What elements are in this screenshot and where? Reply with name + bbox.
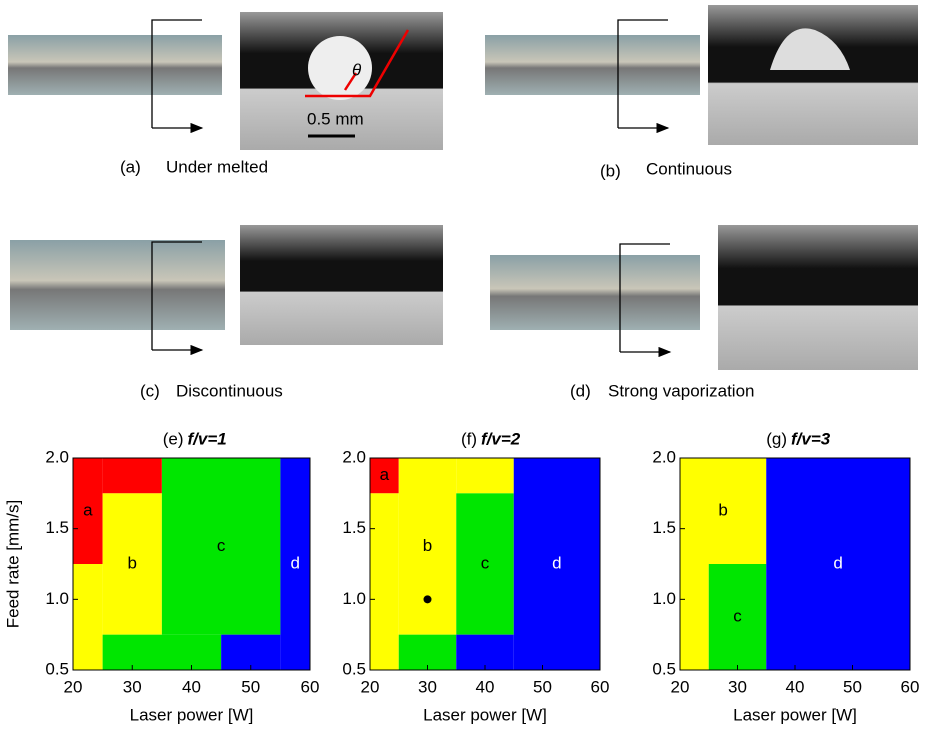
y-tick-label: 0.5 — [652, 659, 676, 678]
region-label: d — [833, 553, 842, 572]
x-tick-label: 60 — [901, 677, 920, 696]
y-tick-label: 1.0 — [652, 589, 676, 608]
y-tick-label: 2.0 — [342, 447, 366, 466]
marker-point — [424, 595, 432, 603]
figure: θ 0.5 mm (a) Under melted (b) Continuous… — [0, 0, 927, 733]
region-cell — [103, 635, 222, 670]
region-label: c — [217, 536, 226, 555]
x-tick-label: 50 — [843, 677, 862, 696]
panel-label: (g) — [766, 429, 787, 448]
region-label: b — [718, 500, 727, 519]
x-axis-label: Laser power [W] — [733, 705, 857, 724]
region-label: d — [290, 553, 299, 572]
caption: Discontinuous — [176, 381, 283, 400]
x-tick-label: 60 — [301, 677, 320, 696]
y-tick-label: 1.5 — [342, 518, 366, 537]
region-label: b — [423, 536, 432, 555]
x-tick-label: 30 — [123, 677, 142, 696]
x-tick-label: 30 — [728, 677, 747, 696]
x-tick-label: 60 — [591, 677, 610, 696]
x-tick-label: 30 — [418, 677, 437, 696]
x-tick-label: 40 — [786, 677, 805, 696]
photo — [490, 255, 700, 330]
page: θ 0.5 mm (a) Under melted (b) Continuous… — [0, 0, 927, 738]
region-cell — [103, 458, 162, 493]
y-tick-label: 2.0 — [45, 447, 69, 466]
x-tick-label: 50 — [241, 677, 260, 696]
photo — [485, 35, 700, 95]
chart-title: f/v=1 — [188, 429, 227, 448]
x-tick-label: 20 — [64, 677, 83, 696]
region-label: c — [733, 606, 742, 625]
y-tick-label: 2.0 — [652, 447, 676, 466]
photo — [8, 35, 222, 95]
panel-label: (e) — [163, 429, 184, 448]
panel-label: (b) — [600, 161, 621, 180]
region-label: c — [481, 553, 490, 572]
x-axis-label: Laser power [W] — [130, 705, 254, 724]
region-label: a — [83, 500, 93, 519]
photo — [718, 225, 918, 370]
y-tick-label: 1.5 — [652, 518, 676, 537]
x-tick-label: 40 — [182, 677, 201, 696]
panel-label: (f) — [461, 429, 477, 448]
y-axis-label: Feed rate [mm/s] — [3, 500, 22, 628]
y-tick-label: 0.5 — [342, 659, 366, 678]
photo — [10, 240, 225, 330]
region-cell — [399, 635, 457, 670]
x-tick-label: 20 — [671, 677, 690, 696]
photos: θ 0.5 mm (a) Under melted (b) Continuous… — [8, 5, 918, 400]
region-cell — [370, 493, 399, 670]
region-label: a — [380, 465, 390, 484]
region-label: b — [128, 553, 137, 572]
region-cell — [456, 458, 514, 493]
region-cell — [456, 635, 514, 670]
photo — [240, 225, 443, 345]
region-cell — [680, 564, 709, 670]
photo — [708, 5, 918, 145]
caption: Under melted — [166, 157, 268, 176]
caption: Continuous — [646, 159, 732, 178]
region-cell — [73, 564, 103, 670]
x-tick-label: 40 — [476, 677, 495, 696]
angle-label: θ — [352, 60, 362, 79]
region-cell — [221, 635, 280, 670]
x-tick-label: 20 — [361, 677, 380, 696]
y-tick-label: 1.0 — [45, 589, 69, 608]
panel-label: (d) — [570, 381, 591, 400]
scale-label: 0.5 mm — [307, 109, 364, 128]
x-tick-label: 50 — [533, 677, 552, 696]
panel-label: (a) — [120, 157, 141, 176]
panel-label: (c) — [140, 381, 160, 400]
y-tick-label: 0.5 — [45, 659, 69, 678]
region-label: d — [552, 553, 561, 572]
chart-title: f/v=2 — [481, 429, 521, 448]
y-tick-label: 1.0 — [342, 589, 366, 608]
x-axis-label: Laser power [W] — [423, 705, 547, 724]
chart-title: f/v=3 — [791, 429, 831, 448]
photo-bead — [308, 36, 372, 100]
y-tick-label: 1.5 — [45, 518, 69, 537]
caption: Strong vaporization — [608, 381, 754, 400]
